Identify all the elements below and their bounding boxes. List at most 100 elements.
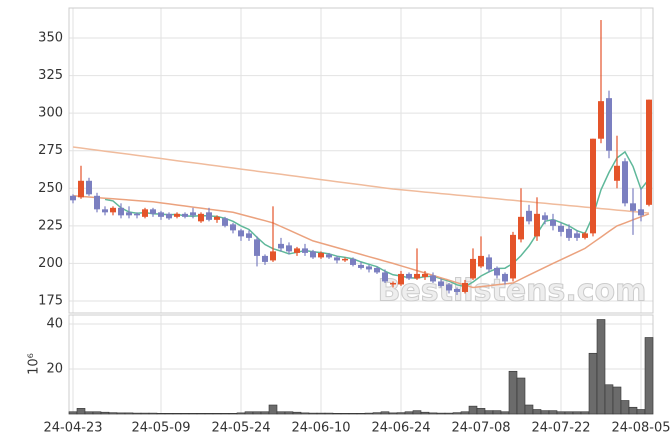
candle-body (566, 228, 572, 238)
x-tick-label: 24-04-23 (43, 421, 102, 436)
candle-body (214, 216, 220, 220)
candle-body (342, 258, 348, 261)
candle-body (494, 267, 500, 276)
volume-bar (476, 408, 486, 415)
y-tick-label: 325 (38, 68, 63, 83)
volume-bar (268, 404, 278, 415)
volume-bar (188, 413, 198, 415)
volume-bar (468, 405, 478, 415)
volume-bar (204, 413, 214, 415)
x-tick-label: 24-06-10 (291, 421, 350, 436)
candle-body (150, 209, 156, 214)
candle-body (126, 212, 132, 216)
volume-frame (68, 314, 654, 415)
price-frame (68, 7, 654, 314)
y-tick-label: 200 (38, 256, 63, 271)
volume-bar (492, 410, 502, 415)
candle-body (134, 213, 140, 216)
candle-body (382, 272, 388, 282)
volume-bar (516, 377, 526, 415)
candle-body (302, 248, 308, 253)
candle-body (430, 275, 436, 282)
volume-bar (348, 413, 358, 415)
candle-body (526, 210, 532, 222)
candle-body (550, 219, 556, 226)
volume-bar (596, 319, 606, 415)
candle-body (358, 264, 364, 268)
candle-body (246, 233, 252, 238)
volume-bar (156, 413, 166, 415)
volume-bar (364, 412, 374, 415)
volume-bar (292, 411, 302, 415)
candle-body (374, 267, 380, 273)
volume-bar (308, 412, 318, 415)
volume-bar (588, 352, 598, 415)
volume-bar (68, 411, 78, 415)
volume-bar (420, 411, 430, 415)
candle-body (486, 257, 492, 270)
volume-bar (172, 413, 182, 415)
volume-bar (548, 410, 558, 415)
volume-bar (140, 412, 150, 415)
candle-body (398, 273, 404, 285)
candle-body (510, 234, 516, 279)
volume-bar (484, 410, 494, 415)
x-tick-label: 24-07-08 (451, 421, 510, 436)
candle-body (638, 209, 644, 216)
volume-bar (164, 413, 174, 415)
y-tick-label: 225 (38, 218, 63, 233)
candle-body (174, 213, 180, 217)
volume-bar (524, 404, 534, 415)
x-tick-label: 24-07-22 (531, 421, 590, 436)
x-tick-label: 24-06-24 (371, 421, 430, 436)
volume-bar (356, 413, 366, 415)
candle-body (446, 284, 452, 291)
volume-bar (276, 411, 286, 415)
candle-body (238, 230, 244, 237)
volume-bar (532, 409, 542, 415)
candle-body (326, 254, 332, 258)
volume-bar (644, 337, 654, 415)
volume-bar (108, 412, 118, 415)
volume-bar (540, 410, 550, 415)
candle-body (102, 209, 108, 213)
volume-bar (300, 412, 310, 415)
volume-bar (500, 411, 510, 415)
x-tick-label: 24-05-09 (131, 421, 190, 436)
volume-bar (380, 411, 390, 415)
candle-body (454, 288, 460, 292)
volume-tick-label: 40 (46, 317, 63, 332)
volume-bar (244, 411, 254, 415)
candle-body (390, 282, 396, 285)
candle-body (598, 101, 604, 139)
candle-body (518, 216, 524, 240)
candle-body (646, 99, 652, 205)
candle-body (630, 203, 636, 211)
volume-bar (404, 411, 414, 415)
volume-bar (628, 406, 638, 415)
candle-body (206, 212, 212, 220)
candle-body (86, 180, 92, 195)
volume-bar (428, 412, 438, 415)
watermark: Bestlistens.com (378, 274, 647, 309)
candle-body (478, 255, 484, 267)
candle-body (470, 258, 476, 279)
volume-bar (340, 413, 350, 415)
candle-body (286, 245, 292, 252)
volume-bar (396, 412, 406, 415)
candle-body (502, 273, 508, 282)
candle-body (70, 195, 76, 201)
candle-body (622, 161, 628, 204)
volume-bar (556, 411, 566, 415)
grid (69, 8, 653, 414)
volume-bar (372, 412, 382, 415)
x-tick-label: 24-05-24 (211, 421, 270, 436)
volume-bar (180, 413, 190, 415)
volume-bar (92, 411, 102, 415)
volume-bar (580, 411, 590, 415)
candle-body (118, 207, 124, 216)
candle-body (182, 213, 188, 217)
volume-bar (604, 384, 614, 415)
volume-bar (124, 412, 134, 415)
